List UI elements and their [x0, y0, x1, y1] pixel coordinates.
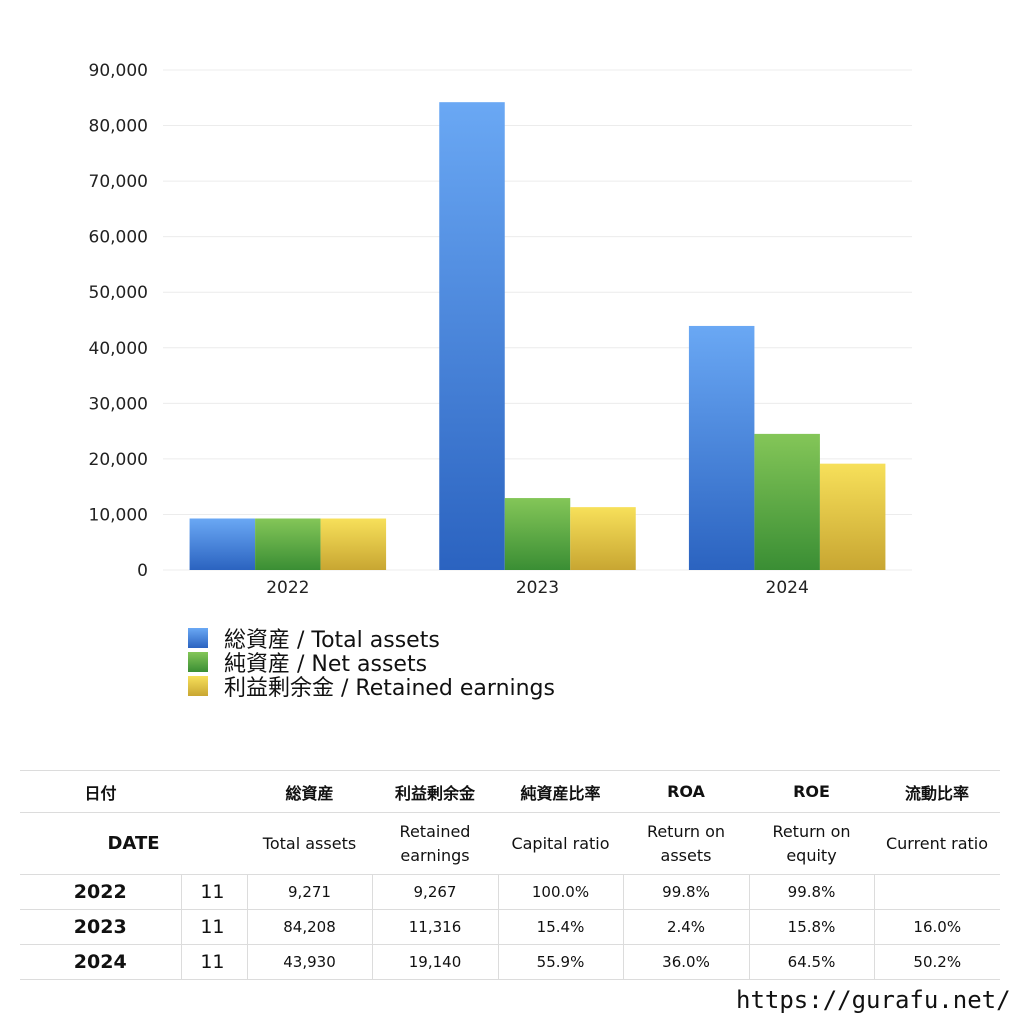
- table-header-row-jp: 日付 総資産 利益剰余金 純資産比率 ROA ROE 流動比率: [20, 770, 1000, 813]
- financial-table: 日付 総資産 利益剰余金 純資産比率 ROA ROE 流動比率 DATE Tot…: [20, 770, 1000, 980]
- row-month: 11: [180, 874, 248, 910]
- bar-chart: 0 10,000 20,000 30,000 40,000 50,000 60,000 70,…: [89, 61, 912, 598]
- header-roe-en-text: Return on equity: [772, 821, 851, 865]
- cell-roa: 99.8%: [622, 874, 750, 910]
- table-row: 2022 11 9,271 9,267 100.0% 99.8% 99.8%: [20, 874, 1000, 910]
- header-retained-en: Retained earnings: [372, 812, 498, 875]
- cell-roa: 2.4%: [622, 909, 750, 945]
- header-current-ratio-jp: 流動比率: [874, 770, 1000, 813]
- bar-2023-series-2: [570, 507, 636, 570]
- header-current-ratio-en: Current ratio: [874, 812, 1000, 875]
- cell-capital-ratio: 100.0%: [497, 874, 624, 910]
- header-roa: ROA: [623, 770, 749, 813]
- legend-label: 総資産 / Total assets: [224, 628, 440, 653]
- legend-swatch-total-assets: [188, 628, 208, 648]
- table-row: 2024 11 43,930 19,140 55.9% 36.0% 64.5% …: [20, 944, 1000, 980]
- table-header-row-en: DATE Total assets Retained earnings Capi…: [20, 812, 1000, 875]
- header-capital-ratio-en: Capital ratio: [498, 812, 623, 875]
- row-month: 11: [180, 909, 248, 945]
- y-tick-label: 60,000: [89, 228, 148, 248]
- row-month: 11: [180, 944, 248, 980]
- bar-2024-series-2: [819, 463, 886, 570]
- cell-total-assets: 84,208: [246, 909, 373, 945]
- cell-retained: 11,316: [371, 909, 499, 945]
- y-tick-label: 10,000: [89, 505, 148, 525]
- y-tick-label: 80,000: [89, 117, 148, 137]
- cell-roe: 99.8%: [748, 874, 875, 910]
- cell-total-assets: 9,271: [246, 874, 373, 910]
- chart-legend: 総資産 / Total assets 純資産 / Net assets 利益剰余…: [188, 626, 555, 701]
- chart-gridlines: [163, 69, 912, 571]
- header-capital-ratio-jp: 純資産比率: [498, 770, 623, 813]
- legend-swatch-retained-earnings: [188, 676, 208, 696]
- chart-bars: [189, 102, 886, 570]
- y-tick-label: 70,000: [89, 172, 148, 192]
- y-tick-label: 20,000: [89, 450, 148, 470]
- cell-total-assets: 43,930: [246, 944, 373, 980]
- header-roa-en-text: Return on assets: [646, 821, 726, 865]
- header-total-assets-jp: 総資産: [247, 770, 372, 813]
- header-retained-en-text: Retained earnings: [399, 821, 471, 865]
- cell-capital-ratio: 15.4%: [497, 909, 624, 945]
- x-axis-ticks: 2022 2023 2024: [266, 578, 809, 598]
- cell-current-ratio: 50.2%: [873, 944, 1000, 980]
- x-tick-label: 2024: [766, 578, 809, 598]
- bar-2022-series-1: [255, 518, 321, 570]
- bar-2024-series-1: [754, 433, 820, 570]
- legend-item-retained-earnings: 利益剰余金 / Retained earnings: [188, 674, 555, 701]
- legend-label: 利益剰余金 / Retained earnings: [224, 676, 555, 701]
- row-year: 2024: [20, 944, 182, 980]
- y-tick-label: 30,000: [89, 394, 148, 414]
- table-row: 2023 11 84,208 11,316 15.4% 2.4% 15.8% 1…: [20, 909, 1000, 945]
- legend-item-net-assets: 純資産 / Net assets: [188, 650, 555, 677]
- bar-2023-series-0: [439, 102, 505, 570]
- cell-current-ratio: [873, 874, 1000, 910]
- cell-roe: 64.5%: [748, 944, 875, 980]
- cell-roa: 36.0%: [622, 944, 750, 980]
- cell-retained: 19,140: [371, 944, 499, 980]
- bar-2022-series-2: [320, 518, 387, 570]
- bar-2022-series-0: [189, 518, 256, 570]
- site-url[interactable]: https://gurafu.net/: [736, 986, 1011, 1014]
- row-year: 2023: [20, 909, 182, 945]
- header-spacer: [181, 770, 247, 813]
- cell-capital-ratio: 55.9%: [497, 944, 624, 980]
- header-date-en: DATE: [20, 812, 247, 875]
- bar-2024-series-0: [688, 325, 755, 570]
- y-axis-ticks: 0 10,000 20,000 30,000 40,000 50,000 60,000 70,…: [89, 61, 148, 581]
- header-roa-en: Return on assets: [623, 812, 749, 875]
- x-tick-label: 2023: [516, 578, 559, 598]
- x-tick-label: 2022: [266, 578, 309, 598]
- legend-item-total-assets: 総資産 / Total assets: [188, 626, 555, 653]
- y-tick-label: 90,000: [89, 61, 148, 81]
- header-roe-en: Return on equity: [749, 812, 874, 875]
- cell-current-ratio: 16.0%: [873, 909, 1000, 945]
- y-tick-label: 40,000: [89, 339, 148, 359]
- legend-label: 純資産 / Net assets: [224, 652, 428, 677]
- bar-2023-series-1: [504, 498, 571, 570]
- header-roe: ROE: [749, 770, 874, 813]
- y-tick-label: 0: [137, 561, 148, 581]
- header-retained-jp: 利益剰余金: [372, 770, 498, 813]
- header-date-jp: 日付: [20, 770, 181, 813]
- cell-retained: 9,267: [371, 874, 499, 910]
- y-tick-label: 50,000: [89, 283, 148, 303]
- row-year: 2022: [20, 874, 182, 910]
- legend-swatch-net-assets: [188, 652, 208, 672]
- cell-roe: 15.8%: [748, 909, 875, 945]
- header-total-assets-en: Total assets: [247, 812, 372, 875]
